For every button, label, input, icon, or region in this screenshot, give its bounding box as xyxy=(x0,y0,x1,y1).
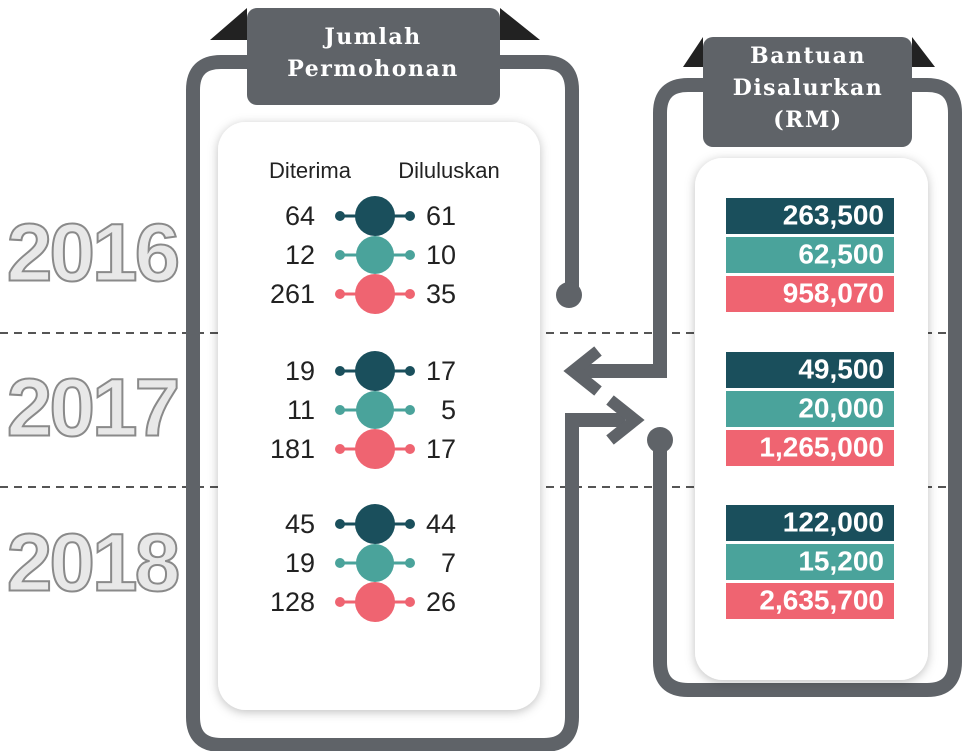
received-value: 181 xyxy=(270,434,315,464)
approved-value: 26 xyxy=(426,587,456,617)
bubble xyxy=(356,544,394,582)
dot xyxy=(405,289,415,299)
right-frame xyxy=(575,78,962,697)
amount-value: 62,500 xyxy=(798,238,884,269)
amount-value: 958,070 xyxy=(783,277,884,308)
approved-value: 5 xyxy=(441,395,456,425)
received-value: 19 xyxy=(285,548,315,578)
dot xyxy=(335,558,345,568)
dot xyxy=(335,444,345,454)
dot xyxy=(335,366,345,376)
amount-value: 20,000 xyxy=(798,392,884,423)
amount-value: 49,500 xyxy=(798,353,884,384)
dot xyxy=(335,597,345,607)
bubble xyxy=(355,582,395,622)
amount-box xyxy=(726,237,894,273)
arrow xyxy=(606,395,645,445)
dot xyxy=(405,405,415,415)
amount-box xyxy=(726,583,894,619)
dot xyxy=(405,250,415,260)
bubble xyxy=(355,429,395,469)
bubble xyxy=(355,351,395,391)
bubble xyxy=(355,274,395,314)
bubble xyxy=(355,196,395,236)
amount-box xyxy=(726,352,894,388)
approved-value: 61 xyxy=(426,201,456,231)
approved-value: 7 xyxy=(441,548,456,578)
dot xyxy=(335,250,345,260)
dot xyxy=(335,405,345,415)
received-value: 64 xyxy=(285,201,315,231)
dot xyxy=(405,519,415,529)
dot xyxy=(405,558,415,568)
bubble xyxy=(356,236,394,274)
amount-value: 2,635,700 xyxy=(759,584,884,615)
amount-value: 15,200 xyxy=(798,545,884,576)
received-value: 19 xyxy=(285,356,315,386)
amount-box xyxy=(726,505,894,541)
approved-value: 17 xyxy=(426,434,456,464)
amount-box xyxy=(726,544,894,580)
received-value: 261 xyxy=(270,279,315,309)
amount-box xyxy=(726,276,894,312)
column-label: Diluluskan xyxy=(398,158,500,183)
amount-value: 122,000 xyxy=(783,506,884,537)
dot xyxy=(405,444,415,454)
right-tab xyxy=(703,37,912,147)
bubble xyxy=(356,391,394,429)
dot xyxy=(405,366,415,376)
received-value: 45 xyxy=(285,509,315,539)
approved-value: 10 xyxy=(426,240,456,270)
connector-dot xyxy=(647,427,673,453)
column-label: Diterima xyxy=(269,158,352,183)
dot xyxy=(335,211,345,221)
header-text: Disalurkan xyxy=(733,75,884,101)
approved-value: 35 xyxy=(426,279,456,309)
year-label: 2017 xyxy=(7,363,177,454)
received-value: 11 xyxy=(287,395,315,425)
approved-value: 17 xyxy=(426,356,456,386)
left-frame xyxy=(186,55,625,752)
header-text: Jumlah xyxy=(322,24,421,50)
amount-value: 263,500 xyxy=(783,199,884,230)
amount-value: 1,265,000 xyxy=(759,431,884,462)
header-text: (RM) xyxy=(773,107,842,133)
amount-box xyxy=(726,391,894,427)
header-text: Permohonan xyxy=(287,56,458,82)
amount-box xyxy=(726,430,894,466)
received-value: 128 xyxy=(270,587,315,617)
connector-dot xyxy=(556,282,582,308)
arrow xyxy=(563,346,602,396)
year-label: 2016 xyxy=(7,208,178,299)
dot xyxy=(405,597,415,607)
dot xyxy=(335,289,345,299)
header-text: Bantuan xyxy=(750,43,866,69)
left-tab xyxy=(247,8,500,105)
bubble xyxy=(355,504,395,544)
tab-fold xyxy=(210,8,540,40)
dot xyxy=(405,211,415,221)
dot xyxy=(335,519,345,529)
amount-box xyxy=(726,198,894,234)
approved-value: 44 xyxy=(426,509,456,539)
received-value: 12 xyxy=(285,240,315,270)
year-label: 2018 xyxy=(7,518,179,609)
